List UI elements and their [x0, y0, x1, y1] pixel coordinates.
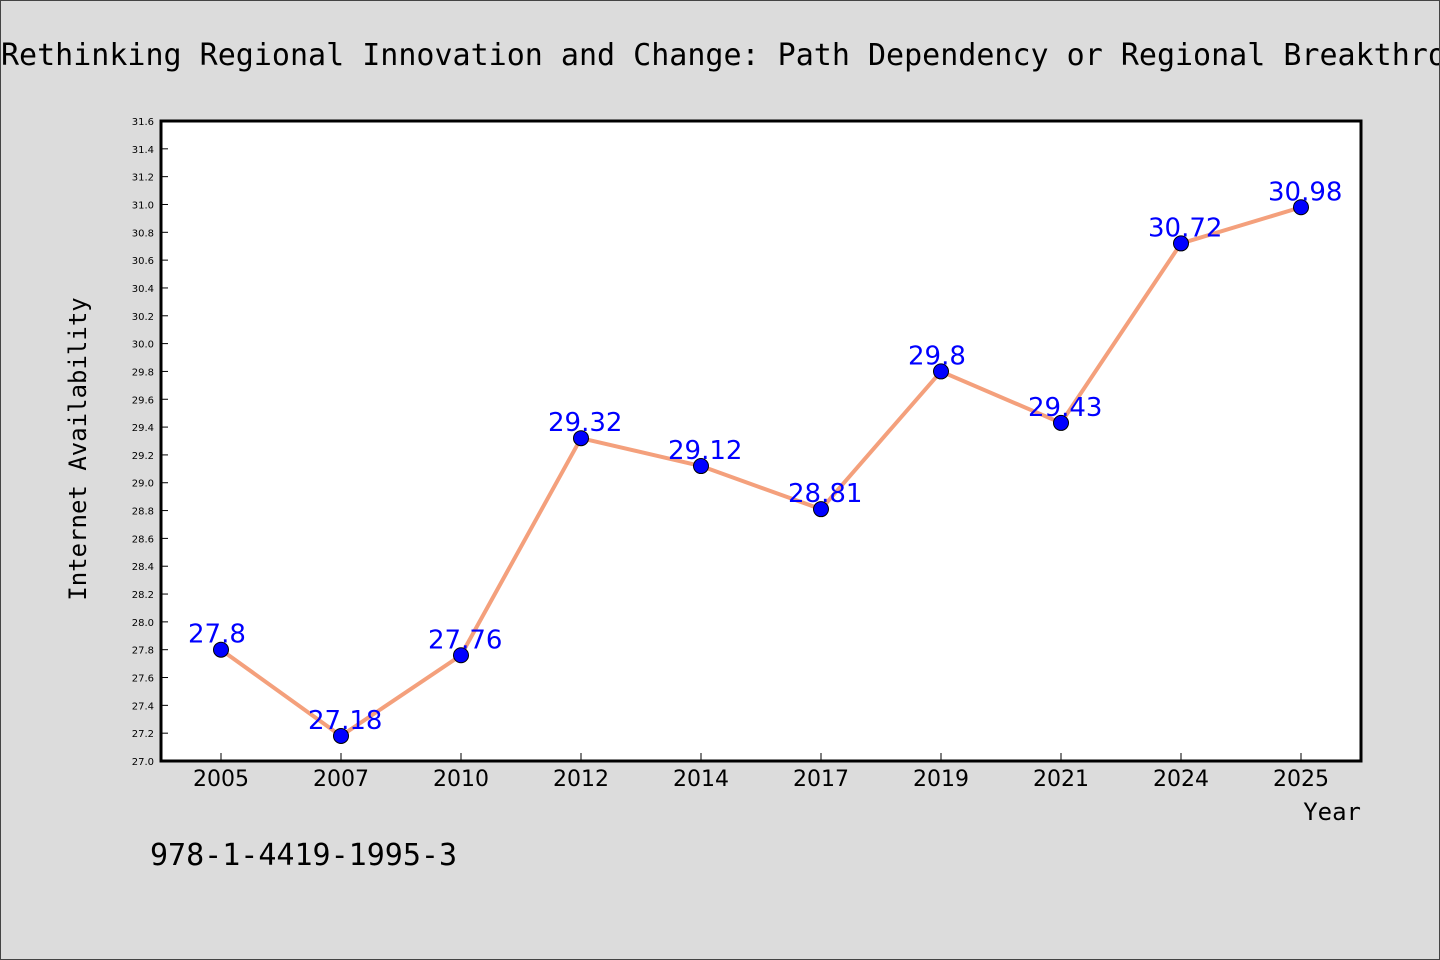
data-label: 30.98: [1268, 177, 1342, 207]
y-tick-label: 29.0: [132, 479, 154, 490]
y-tick-label: 28.2: [132, 590, 154, 601]
data-point: [1293, 199, 1309, 216]
y-tick-label: 28.4: [132, 562, 154, 573]
y-tick-label: 30.8: [132, 228, 154, 239]
data-point: [333, 727, 349, 744]
series-line: [219, 205, 1303, 738]
x-tick-label: 2017: [793, 767, 849, 792]
data-labels: 27.8 27.18 27.76 29.32 29.12 28.81 29.8 29.43 30…: [188, 177, 1342, 736]
y-tick-label: 27.0: [132, 757, 154, 768]
y-tick-label: 30.6: [132, 256, 154, 267]
x-tick-label: 2019: [913, 767, 969, 792]
y-tick-label: 31.0: [132, 200, 154, 211]
x-tick-label: 2014: [673, 767, 729, 792]
data-point: [213, 641, 229, 658]
x-tick-label: 2010: [433, 767, 489, 792]
y-tick-label: 28.0: [132, 618, 154, 629]
y-tick-label: 27.2: [132, 729, 154, 740]
data-label: 29.32: [548, 408, 622, 438]
data-label: 29.8: [908, 341, 966, 371]
data-label: 27.76: [428, 625, 502, 655]
x-tick-label: 2005: [193, 767, 249, 792]
y-tick-label: 29.2: [132, 451, 154, 462]
data-label: 29.43: [1028, 393, 1102, 423]
data-point: [933, 363, 949, 380]
data-point: [573, 430, 589, 447]
plot-area: [161, 121, 1361, 761]
data-point: [453, 647, 469, 664]
x-tick-label: 2012: [553, 767, 609, 792]
data-label: 28.81: [788, 479, 862, 509]
y-tick-label: 27.8: [132, 646, 154, 657]
y-tick-label: 28.8: [132, 507, 154, 518]
y-axis: 27.0 27.2 27.4 27.6 27.8 28.0 28.2 28.4 28.6 28.8…: [132, 117, 168, 768]
isbn-text: 978-1-4419-1995-3: [150, 838, 457, 873]
y-tick-label: 29.6: [132, 395, 154, 406]
data-point: [813, 501, 829, 518]
y-tick-label: 30.2: [132, 312, 154, 323]
y-tick-label: 31.4: [132, 145, 154, 156]
y-axis-label: Internet Availability: [64, 297, 92, 600]
x-axis-label: Year: [1303, 798, 1361, 826]
data-point: [1053, 414, 1069, 431]
plot-frame: [159, 119, 1363, 763]
y-tick-label: 31.2: [132, 173, 154, 184]
x-tick-label: 2025: [1273, 767, 1329, 792]
x-tick-label: 2007: [313, 767, 369, 792]
x-tick-label: 2021: [1033, 767, 1089, 792]
y-tick-label: 28.6: [132, 534, 154, 545]
data-point: [1173, 235, 1189, 252]
x-tick-label: 2024: [1153, 767, 1209, 792]
series-markers: [213, 199, 1309, 744]
data-label: 29.12: [668, 436, 742, 466]
chart-title: Rethinking Regional Innovation and Chang…: [1, 38, 1440, 73]
y-tick-label: 30.4: [132, 284, 154, 295]
data-label: 30.72: [1148, 213, 1222, 243]
y-tick-label: 29.8: [132, 367, 154, 378]
x-axis: 2005 2007 2010 2012 2014 2017 2019 2021 2024 2025: [193, 753, 1329, 792]
y-tick-label: 27.6: [132, 674, 154, 685]
y-tick-label: 27.4: [132, 701, 154, 712]
y-tick-label: 30.0: [132, 340, 154, 351]
y-tick-label: 31.6: [132, 117, 154, 128]
y-tick-label: 29.4: [132, 423, 154, 434]
data-label: 27.18: [308, 706, 382, 736]
data-point: [693, 458, 709, 475]
data-label: 27.8: [188, 620, 246, 650]
